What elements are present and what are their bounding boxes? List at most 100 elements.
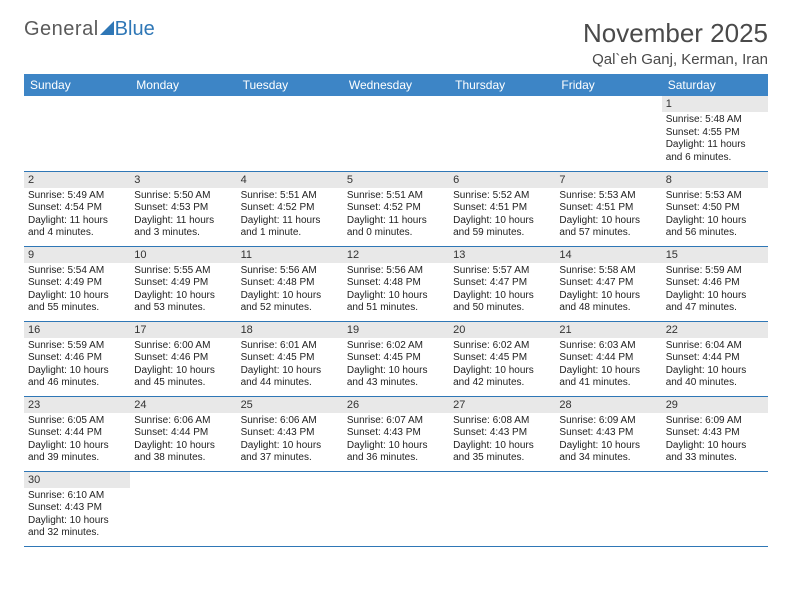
calendar-cell (449, 96, 555, 171)
calendar-cell: 28Sunrise: 6:09 AMSunset: 4:43 PMDayligh… (555, 396, 661, 471)
calendar-page: General Blue November 2025 Qal`eh Ganj, … (0, 0, 792, 557)
day-number: 25 (237, 397, 343, 413)
calendar-cell (662, 471, 768, 546)
day-number: 3 (130, 172, 236, 188)
sunset-text: Sunset: 4:45 PM (347, 352, 445, 365)
sunset-text: Sunset: 4:51 PM (559, 202, 657, 215)
daylight-text: Daylight: 10 hours and 34 minutes. (559, 440, 657, 465)
sunset-text: Sunset: 4:46 PM (28, 352, 126, 365)
calendar-cell: 12Sunrise: 5:56 AMSunset: 4:48 PMDayligh… (343, 246, 449, 321)
sunset-text: Sunset: 4:53 PM (134, 202, 232, 215)
sunrise-text: Sunrise: 5:57 AM (453, 265, 551, 278)
calendar-cell: 22Sunrise: 6:04 AMSunset: 4:44 PMDayligh… (662, 321, 768, 396)
calendar-cell: 7Sunrise: 5:53 AMSunset: 4:51 PMDaylight… (555, 171, 661, 246)
day-body: Sunrise: 6:05 AMSunset: 4:44 PMDaylight:… (24, 413, 130, 468)
sunrise-text: Sunrise: 6:00 AM (134, 340, 232, 353)
day-number: 18 (237, 322, 343, 338)
title-block: November 2025 Qal`eh Ganj, Kerman, Iran (583, 18, 768, 68)
calendar-cell (130, 471, 236, 546)
day-body: Sunrise: 5:52 AMSunset: 4:51 PMDaylight:… (449, 188, 555, 243)
day-body: Sunrise: 5:53 AMSunset: 4:50 PMDaylight:… (662, 188, 768, 243)
month-title: November 2025 (583, 18, 768, 49)
calendar-cell (555, 96, 661, 171)
day-number: 4 (237, 172, 343, 188)
sunrise-text: Sunrise: 5:52 AM (453, 190, 551, 203)
logo-text-2: Blue (115, 18, 155, 41)
day-number: 23 (24, 397, 130, 413)
sunrise-text: Sunrise: 5:58 AM (559, 265, 657, 278)
day-number: 24 (130, 397, 236, 413)
day-body: Sunrise: 5:51 AMSunset: 4:52 PMDaylight:… (237, 188, 343, 243)
sunset-text: Sunset: 4:44 PM (559, 352, 657, 365)
sunset-text: Sunset: 4:48 PM (347, 277, 445, 290)
sunrise-text: Sunrise: 5:51 AM (347, 190, 445, 203)
calendar-week-row: 9Sunrise: 5:54 AMSunset: 4:49 PMDaylight… (24, 246, 768, 321)
weekday-header: Friday (555, 74, 661, 96)
sunset-text: Sunset: 4:47 PM (559, 277, 657, 290)
sunset-text: Sunset: 4:55 PM (666, 127, 764, 140)
day-number: 17 (130, 322, 236, 338)
calendar-cell: 10Sunrise: 5:55 AMSunset: 4:49 PMDayligh… (130, 246, 236, 321)
day-body: Sunrise: 5:51 AMSunset: 4:52 PMDaylight:… (343, 188, 449, 243)
daylight-text: Daylight: 10 hours and 32 minutes. (28, 515, 126, 540)
weekday-header: Monday (130, 74, 236, 96)
daylight-text: Daylight: 10 hours and 40 minutes. (666, 365, 764, 390)
sunset-text: Sunset: 4:52 PM (347, 202, 445, 215)
sunset-text: Sunset: 4:43 PM (559, 427, 657, 440)
calendar-cell: 29Sunrise: 6:09 AMSunset: 4:43 PMDayligh… (662, 396, 768, 471)
daylight-text: Daylight: 10 hours and 46 minutes. (28, 365, 126, 390)
daylight-text: Daylight: 10 hours and 38 minutes. (134, 440, 232, 465)
logo-sail-icon (100, 21, 114, 35)
day-number: 14 (555, 247, 661, 263)
daylight-text: Daylight: 10 hours and 37 minutes. (241, 440, 339, 465)
sunrise-text: Sunrise: 6:07 AM (347, 415, 445, 428)
calendar-cell (343, 96, 449, 171)
day-body: Sunrise: 5:59 AMSunset: 4:46 PMDaylight:… (24, 338, 130, 393)
day-body: Sunrise: 6:08 AMSunset: 4:43 PMDaylight:… (449, 413, 555, 468)
day-body: Sunrise: 6:09 AMSunset: 4:43 PMDaylight:… (555, 413, 661, 468)
weekday-header: Tuesday (237, 74, 343, 96)
sunset-text: Sunset: 4:43 PM (347, 427, 445, 440)
sunrise-text: Sunrise: 5:59 AM (28, 340, 126, 353)
sunset-text: Sunset: 4:48 PM (241, 277, 339, 290)
calendar-cell (237, 96, 343, 171)
calendar-cell: 13Sunrise: 5:57 AMSunset: 4:47 PMDayligh… (449, 246, 555, 321)
sunrise-text: Sunrise: 6:01 AM (241, 340, 339, 353)
day-number: 22 (662, 322, 768, 338)
day-number: 21 (555, 322, 661, 338)
day-body: Sunrise: 6:06 AMSunset: 4:43 PMDaylight:… (237, 413, 343, 468)
day-body: Sunrise: 6:10 AMSunset: 4:43 PMDaylight:… (24, 488, 130, 543)
sunset-text: Sunset: 4:44 PM (666, 352, 764, 365)
daylight-text: Daylight: 10 hours and 47 minutes. (666, 290, 764, 315)
calendar-cell: 24Sunrise: 6:06 AMSunset: 4:44 PMDayligh… (130, 396, 236, 471)
calendar-cell: 8Sunrise: 5:53 AMSunset: 4:50 PMDaylight… (662, 171, 768, 246)
daylight-text: Daylight: 11 hours and 1 minute. (241, 215, 339, 240)
day-body: Sunrise: 5:56 AMSunset: 4:48 PMDaylight:… (343, 263, 449, 318)
sunset-text: Sunset: 4:54 PM (28, 202, 126, 215)
day-body: Sunrise: 5:54 AMSunset: 4:49 PMDaylight:… (24, 263, 130, 318)
calendar-cell (449, 471, 555, 546)
calendar-cell: 15Sunrise: 5:59 AMSunset: 4:46 PMDayligh… (662, 246, 768, 321)
day-number: 7 (555, 172, 661, 188)
sunrise-text: Sunrise: 6:02 AM (453, 340, 551, 353)
sunrise-text: Sunrise: 6:09 AM (559, 415, 657, 428)
day-number: 15 (662, 247, 768, 263)
day-body: Sunrise: 5:53 AMSunset: 4:51 PMDaylight:… (555, 188, 661, 243)
sunrise-text: Sunrise: 5:50 AM (134, 190, 232, 203)
calendar-cell: 30Sunrise: 6:10 AMSunset: 4:43 PMDayligh… (24, 471, 130, 546)
day-number: 11 (237, 247, 343, 263)
daylight-text: Daylight: 10 hours and 53 minutes. (134, 290, 232, 315)
day-number: 10 (130, 247, 236, 263)
day-body: Sunrise: 6:09 AMSunset: 4:43 PMDaylight:… (662, 413, 768, 468)
day-body: Sunrise: 6:07 AMSunset: 4:43 PMDaylight:… (343, 413, 449, 468)
sunrise-text: Sunrise: 6:02 AM (347, 340, 445, 353)
sunset-text: Sunset: 4:47 PM (453, 277, 551, 290)
calendar-cell: 3Sunrise: 5:50 AMSunset: 4:53 PMDaylight… (130, 171, 236, 246)
calendar-week-row: 2Sunrise: 5:49 AMSunset: 4:54 PMDaylight… (24, 171, 768, 246)
calendar-cell: 17Sunrise: 6:00 AMSunset: 4:46 PMDayligh… (130, 321, 236, 396)
sunrise-text: Sunrise: 5:55 AM (134, 265, 232, 278)
sunset-text: Sunset: 4:50 PM (666, 202, 764, 215)
sunrise-text: Sunrise: 5:54 AM (28, 265, 126, 278)
daylight-text: Daylight: 10 hours and 35 minutes. (453, 440, 551, 465)
daylight-text: Daylight: 10 hours and 43 minutes. (347, 365, 445, 390)
